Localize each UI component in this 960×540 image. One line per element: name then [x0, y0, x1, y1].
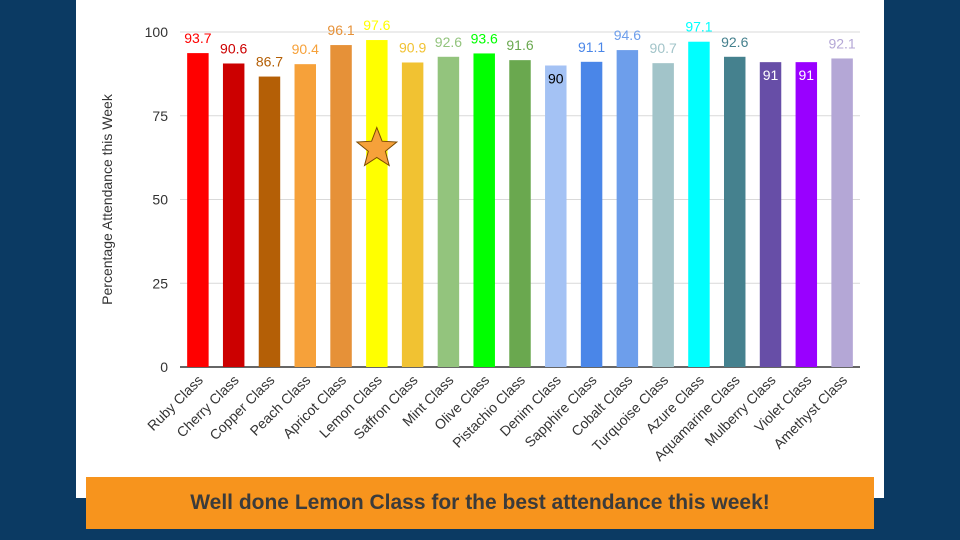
bar [580, 61, 603, 367]
bar [366, 40, 388, 367]
bar [545, 65, 567, 367]
bar [759, 62, 782, 368]
data-label: 86.7 [256, 54, 283, 70]
data-label: 93.6 [471, 30, 498, 46]
data-label: 92.1 [828, 35, 855, 51]
y-tick-label: 50 [152, 192, 168, 208]
bar [724, 56, 746, 367]
bar [330, 45, 352, 367]
data-label: 94.6 [614, 27, 641, 43]
bar [509, 60, 531, 367]
data-label: 90.4 [292, 41, 319, 57]
data-label: 91.1 [578, 39, 605, 55]
data-label: 96.1 [327, 22, 354, 38]
data-label: 91 [763, 67, 779, 83]
y-tick-label: 100 [145, 24, 169, 40]
bar [187, 53, 209, 367]
data-label: 91.6 [506, 37, 533, 53]
y-axis-label: Percentage Attendance this Week [99, 93, 115, 305]
data-label: 92.6 [435, 34, 462, 50]
congratulations-banner: Well done Lemon Class for the best atten… [86, 477, 874, 529]
bar [795, 62, 818, 368]
bar [473, 53, 495, 367]
bar [294, 64, 316, 367]
y-tick-label: 0 [160, 359, 168, 375]
data-label: 97.6 [363, 17, 390, 33]
bar [401, 62, 424, 368]
y-tick-label: 25 [152, 275, 168, 291]
attendance-bar-chart: 0 25 50 75 100 Percentage Attendance this Wee… [99, 17, 860, 464]
data-label: 90.7 [650, 40, 677, 56]
data-label: 91 [799, 67, 815, 83]
bar [831, 58, 853, 368]
data-label: 92.6 [721, 34, 748, 50]
bar [222, 63, 245, 368]
y-tick-label: 75 [152, 108, 168, 124]
data-label: 90 [548, 71, 564, 87]
bar [616, 50, 639, 368]
data-label: 90.9 [399, 39, 426, 55]
bar [688, 41, 710, 368]
chart-card: 0 25 50 75 100 Percentage Attendance this Wee… [76, 0, 884, 498]
bar [652, 63, 674, 367]
bar [258, 76, 281, 368]
data-label: 97.1 [685, 19, 712, 35]
data-label: 93.7 [184, 30, 211, 46]
data-label: 90.6 [220, 40, 247, 56]
banner-text: Well done Lemon Class for the best atten… [190, 491, 770, 514]
bar [437, 56, 460, 367]
star-icon [355, 126, 399, 167]
